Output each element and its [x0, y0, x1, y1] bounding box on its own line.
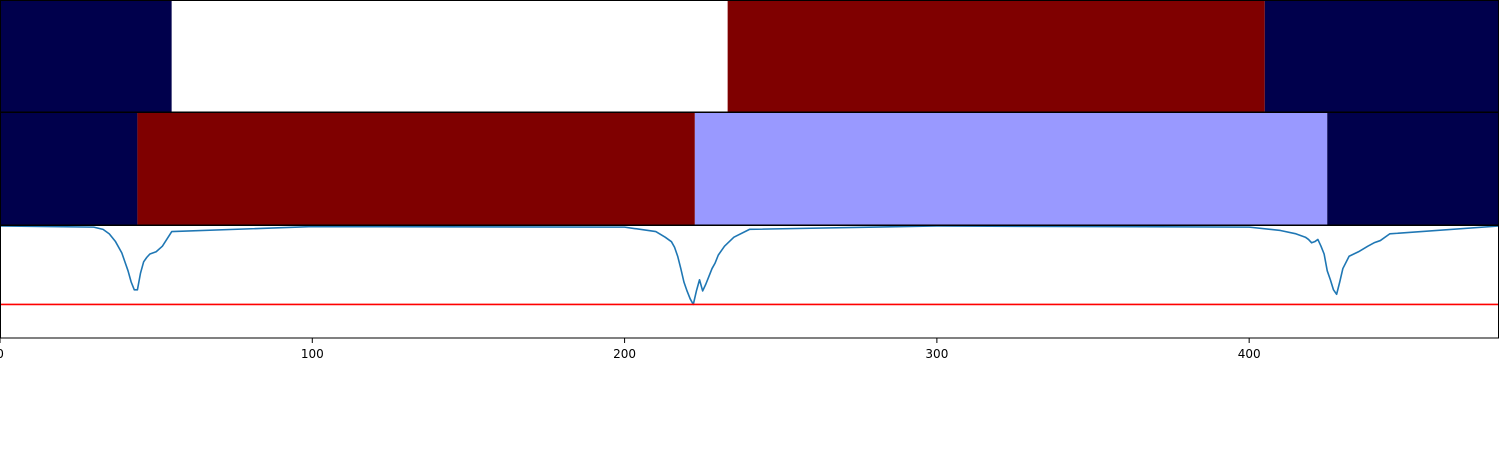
segment-2-2: [137, 113, 695, 225]
x-axis: 0 100 200 300 400: [0, 338, 1261, 361]
x-tick-label-0: 0: [0, 347, 4, 361]
segment-1-1: [0, 1, 172, 112]
segment-1-3: [727, 1, 1265, 112]
segment-2-1: [0, 113, 138, 225]
signal-panel: [0, 226, 1499, 306]
segment-1-4: [1264, 1, 1499, 112]
segments-row-1: [0, 1, 1499, 112]
panel-frames: [0, 0, 1499, 339]
segment-1-2: [171, 1, 728, 112]
x-tick-label-100: 100: [301, 347, 324, 361]
panel-frame-3: [0, 225, 1499, 339]
x-tick-label-400: 400: [1238, 347, 1261, 361]
segments-row-2: [0, 113, 1499, 225]
x-tick-label-300: 300: [925, 347, 948, 361]
segment-2-3: [694, 113, 1328, 225]
signal-line: [0, 226, 1499, 306]
segment-2-4: [1327, 113, 1499, 225]
x-tick-label-200: 200: [613, 347, 636, 361]
